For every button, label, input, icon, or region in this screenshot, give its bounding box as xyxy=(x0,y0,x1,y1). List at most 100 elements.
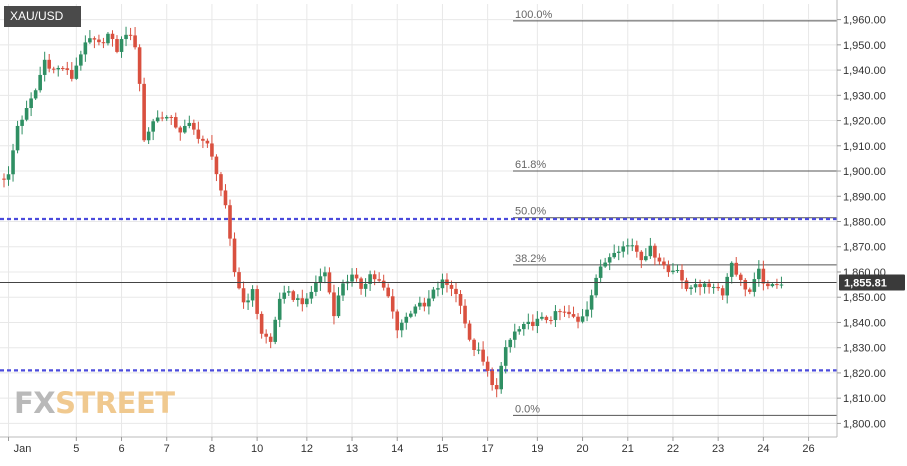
candle-body xyxy=(273,319,277,342)
candle-body xyxy=(481,349,485,362)
y-tick-label: 1,920.00 xyxy=(843,116,886,128)
candle-body xyxy=(558,311,562,313)
candle-body xyxy=(689,287,693,289)
candle-body xyxy=(671,270,675,273)
x-tick-label: 10 xyxy=(251,443,263,455)
candle-body xyxy=(2,178,6,180)
candle-body xyxy=(106,33,110,44)
candle-body xyxy=(680,269,684,281)
candle-body xyxy=(707,283,711,288)
fib-label: 50.0% xyxy=(515,206,546,218)
candle-body xyxy=(662,261,666,266)
y-tick-label: 1,930.00 xyxy=(843,90,886,102)
candle-body xyxy=(761,268,766,284)
candle-body xyxy=(11,150,15,175)
candle-body xyxy=(291,291,296,300)
candle-body xyxy=(241,288,246,303)
candle-body xyxy=(115,39,119,52)
candle-body xyxy=(616,251,621,253)
candle-body xyxy=(160,117,164,119)
candle-body xyxy=(698,284,702,288)
candle-body xyxy=(24,108,29,120)
candle-body xyxy=(472,339,476,351)
candle-body xyxy=(517,329,522,332)
candle-body xyxy=(192,122,196,130)
y-tick-label: 1,950.00 xyxy=(843,40,886,52)
candle-body xyxy=(463,305,467,324)
candle-body xyxy=(644,256,648,261)
fib-label: 38.2% xyxy=(515,253,546,265)
candle-body xyxy=(757,268,761,280)
candle-body xyxy=(42,59,47,75)
x-tick-label: 5 xyxy=(73,443,79,455)
y-tick-label: 1,900.00 xyxy=(843,166,886,178)
candles xyxy=(2,26,784,398)
candle-body xyxy=(268,336,273,342)
candle-body xyxy=(458,294,463,306)
candle-body xyxy=(594,277,598,296)
fib-label: 61.8% xyxy=(515,159,546,171)
candle-body xyxy=(79,54,83,66)
x-tick-label: 7 xyxy=(164,443,170,455)
candle-body xyxy=(449,284,454,289)
candle-body xyxy=(716,286,720,289)
candle-body xyxy=(205,140,210,144)
candle-body xyxy=(567,311,571,315)
symbol-label: XAU/USD xyxy=(4,6,81,27)
candle-body xyxy=(635,245,639,252)
candle-body xyxy=(47,59,51,69)
candle-body xyxy=(531,321,535,327)
candle-body xyxy=(137,47,142,84)
candle-body xyxy=(201,138,205,141)
fib-label: 100.0% xyxy=(515,9,553,21)
candle-body xyxy=(286,291,291,293)
candle-body xyxy=(571,314,576,317)
candle-body xyxy=(729,262,734,277)
x-tick-label: 22 xyxy=(667,443,679,455)
candle-body xyxy=(476,349,481,351)
x-tick-label: 19 xyxy=(531,443,543,455)
candle-body xyxy=(332,292,336,317)
candle-body xyxy=(585,309,589,317)
candle-body xyxy=(237,272,241,289)
candle-body xyxy=(625,245,630,247)
candle-body xyxy=(377,279,381,281)
candle-body xyxy=(228,205,232,239)
candle-body xyxy=(296,298,300,300)
candle-body xyxy=(657,257,662,262)
candle-body xyxy=(562,311,567,313)
candle-body xyxy=(309,291,314,299)
candle-body xyxy=(214,156,219,175)
candle-body xyxy=(508,339,513,348)
candle-body xyxy=(20,119,24,126)
y-tick-label: 1,960.00 xyxy=(843,15,886,27)
y-tick-label: 1,810.00 xyxy=(843,393,886,405)
candle-body xyxy=(752,279,757,292)
y-tick-label: 1,840.00 xyxy=(843,317,886,329)
candle-body xyxy=(598,266,603,278)
candle-body xyxy=(33,90,38,99)
candle-body xyxy=(151,121,155,132)
candle-body xyxy=(540,316,544,319)
candle-body xyxy=(223,190,228,206)
y-tick-label: 1,820.00 xyxy=(843,368,886,380)
candle-body xyxy=(56,67,61,70)
candle-body xyxy=(734,262,739,275)
candle-body xyxy=(436,288,440,290)
candle-body xyxy=(29,98,33,109)
candle-body xyxy=(146,131,151,141)
candle-body xyxy=(83,42,88,55)
candle-body xyxy=(51,68,56,70)
current-price-tag xyxy=(839,274,905,291)
candle-body xyxy=(219,174,223,191)
candle-body xyxy=(314,282,318,292)
candle-body xyxy=(368,274,372,284)
candle-body xyxy=(499,365,503,390)
candle-body xyxy=(60,67,65,69)
candle-body xyxy=(454,288,458,295)
candle-body xyxy=(97,39,101,43)
candle-body xyxy=(720,288,725,296)
x-tick-label: 23 xyxy=(712,443,724,455)
